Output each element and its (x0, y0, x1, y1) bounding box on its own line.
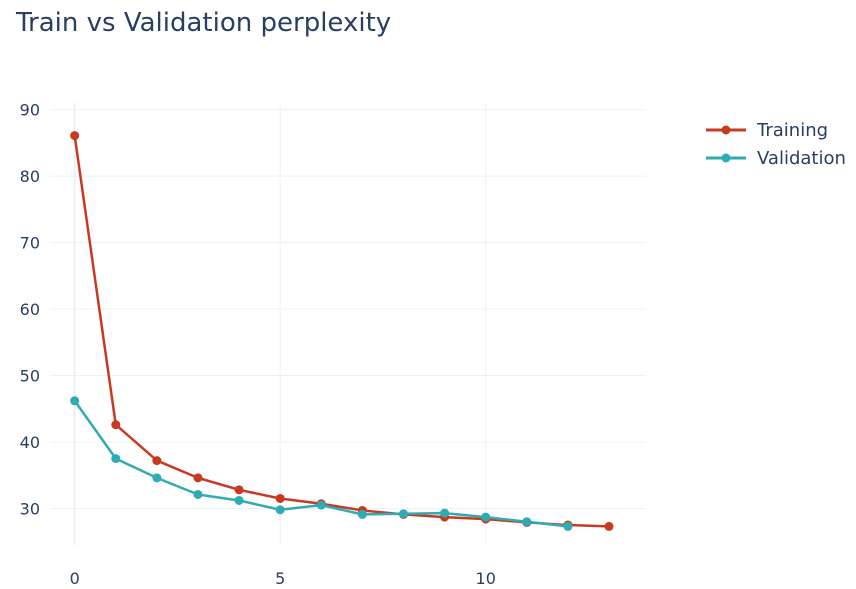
legend-swatch-marker (721, 153, 731, 163)
y-tick-label: 50 (20, 367, 40, 386)
series-line (73, 135, 610, 528)
series-training (70, 131, 614, 531)
legend-label: Training (756, 120, 828, 141)
data-point[interactable] (152, 473, 162, 483)
legend-item-validation[interactable]: Validation (706, 148, 846, 169)
data-point[interactable] (193, 489, 203, 499)
chart-title: Train vs Validation perplexity (15, 8, 391, 38)
data-point[interactable] (111, 420, 121, 430)
data-point[interactable] (481, 512, 491, 522)
y-tick-label: 70 (20, 234, 40, 253)
data-point[interactable] (152, 456, 162, 466)
data-point[interactable] (440, 508, 450, 518)
y-tick-label: 80 (20, 167, 40, 186)
data-point[interactable] (316, 500, 326, 510)
data-point[interactable] (234, 485, 244, 495)
x-tick-label: 10 (476, 569, 496, 588)
data-point[interactable] (522, 517, 532, 527)
y-tick-label: 30 (20, 499, 40, 518)
series-layer (70, 131, 614, 531)
data-point[interactable] (275, 505, 285, 515)
data-point[interactable] (357, 509, 367, 519)
y-tick-label: 90 (20, 101, 40, 120)
x-tick-label: 0 (70, 569, 80, 588)
series-validation (70, 396, 573, 531)
legend[interactable]: Training Validation (706, 120, 846, 169)
x-tick-label: 5 (275, 569, 285, 588)
legend-swatch-marker (721, 125, 731, 135)
data-point[interactable] (563, 521, 573, 531)
data-point[interactable] (398, 509, 408, 519)
data-point[interactable] (111, 454, 121, 464)
y-tick-label: 60 (20, 300, 40, 319)
legend-item-training[interactable]: Training (706, 120, 828, 141)
data-point[interactable] (275, 493, 285, 503)
legend-label: Validation (757, 148, 846, 169)
data-point[interactable] (70, 131, 80, 141)
data-point[interactable] (604, 521, 614, 531)
axis-tick-labels: 30 40 50 60 70 80 90 0 5 10 (20, 101, 496, 588)
data-point[interactable] (234, 495, 244, 505)
data-point[interactable] (193, 473, 203, 483)
grid-lines (50, 103, 646, 545)
y-tick-label: 40 (20, 433, 40, 452)
data-point[interactable] (70, 396, 80, 406)
